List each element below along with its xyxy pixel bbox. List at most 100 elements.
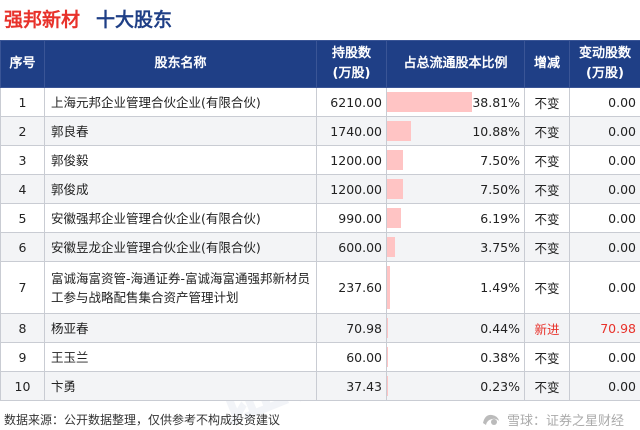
row-rank: 4 [0, 174, 45, 204]
row-rank: 2 [0, 116, 45, 146]
shareholder-name: 卞勇 [44, 371, 317, 401]
change-status: 不变 [524, 232, 570, 262]
changed-shares: 0.00 [569, 232, 640, 262]
ratio-text: 7.50% [480, 152, 520, 168]
ratio-text: 38.81% [472, 94, 520, 110]
table-row: 7 富诚海富资管-海通证券-富诚海富通强邦新材员工参与战略配售集合资产管理计划 23… [0, 261, 640, 314]
float-share-ratio: 6.19% [386, 203, 525, 233]
changed-shares: 0.00 [569, 145, 640, 175]
shares-held: 70.98 [316, 313, 387, 343]
float-share-ratio: 7.50% [386, 145, 525, 175]
float-share-ratio: 0.23% [386, 371, 525, 401]
brand: 雪球：证券之星财经 [481, 410, 636, 429]
change-status: 新进 [524, 313, 570, 343]
table-row: 8 杨亚春 70.98 0.44% 新进 70.98 [0, 313, 640, 343]
float-share-ratio: 1.49% [386, 261, 525, 314]
float-share-ratio: 0.44% [386, 313, 525, 343]
ratio-bar [387, 121, 411, 141]
changed-shares: 0.00 [569, 174, 640, 204]
table-row: 3 郭俊毅 1200.00 7.50% 不变 0.00 [0, 145, 640, 175]
ratio-bar [387, 208, 401, 228]
change-status: 不变 [524, 203, 570, 233]
ratio-text: 10.88% [472, 123, 520, 139]
float-share-ratio: 7.50% [386, 174, 525, 204]
ratio-bar [387, 266, 391, 309]
table-row: 4 郭俊成 1200.00 7.50% 不变 0.00 [0, 174, 640, 204]
float-share-ratio: 38.81% [386, 87, 525, 117]
shares-held: 60.00 [316, 342, 387, 372]
changed-shares: 0.00 [569, 203, 640, 233]
shares-held: 1200.00 [316, 145, 387, 175]
float-share-ratio: 3.75% [386, 232, 525, 262]
shareholder-name: 安徽昱龙企业管理合伙企业(有限合伙) [44, 232, 317, 262]
snowball-logo-icon [482, 414, 499, 425]
ratio-bar [387, 347, 388, 367]
shareholder-name: 富诚海富资管-海通证券-富诚海富通强邦新材员工参与战略配售集合资产管理计划 [44, 261, 317, 314]
ratio-text: 0.38% [480, 349, 520, 365]
row-rank: 5 [0, 203, 45, 233]
float-share-ratio: 10.88% [386, 116, 525, 146]
table-row: 10 卞勇 37.43 0.23% 不变 0.00 [0, 371, 640, 401]
change-status: 不变 [524, 116, 570, 146]
ratio-text: 0.23% [480, 378, 520, 394]
table-row: 2 郭良春 1740.00 10.88% 不变 0.00 [0, 116, 640, 146]
row-rank: 7 [0, 261, 45, 314]
table-row: 9 王玉兰 60.00 0.38% 不变 0.00 [0, 342, 640, 372]
changed-shares: 0.00 [569, 87, 640, 117]
ratio-text: 6.19% [480, 210, 520, 226]
data-source-note: 数据来源：公开数据整理，仅供参考不构成投资建议 [4, 412, 281, 427]
ratio-text: 3.75% [480, 239, 520, 255]
column-header-ratio: 占总流通股本比例 [386, 40, 525, 88]
ratio-text: 0.44% [480, 320, 520, 336]
change-status: 不变 [524, 174, 570, 204]
ratio-bar [387, 237, 396, 257]
change-status: 不变 [524, 145, 570, 175]
row-rank: 6 [0, 232, 45, 262]
company-name: 强邦新材 [4, 8, 81, 31]
row-rank: 1 [0, 87, 45, 117]
title-bar: 强邦新材 十大股东 [0, 0, 640, 36]
table-header-row: 序号 股东名称 持股数 (万股) 占总流通股本比例 增减 变动股数 (万股) [0, 40, 640, 88]
shares-held: 1200.00 [316, 174, 387, 204]
ratio-bar [387, 318, 388, 338]
ratio-text: 1.49% [480, 280, 520, 295]
change-status: 不变 [524, 371, 570, 401]
shareholder-name: 杨亚春 [44, 313, 317, 343]
column-header-name: 股东名称 [44, 40, 317, 88]
shares-held: 6210.00 [316, 87, 387, 117]
brand-text: 雪球：证券之星财经 [506, 413, 624, 429]
row-rank: 8 [0, 313, 45, 343]
shareholder-name: 郭俊毅 [44, 145, 317, 175]
shares-held: 600.00 [316, 232, 387, 262]
changed-shares: 0.00 [569, 261, 640, 314]
ratio-bar [387, 150, 404, 170]
table-row: 1 上海元邦企业管理合伙企业(有限合伙) 6210.00 38.81% 不变 0.00 [0, 87, 640, 117]
table-row: 5 安徽强邦企业管理合伙企业(有限合伙) 990.00 6.19% 不变 0.00 [0, 203, 640, 233]
footer: 数据来源：公开数据整理，仅供参考不构成投资建议 雪球：证券之星财经 [0, 408, 640, 430]
column-header-rank: 序号 [0, 40, 45, 88]
change-status: 不变 [524, 342, 570, 372]
ratio-bar [387, 92, 473, 112]
shareholder-name: 安徽强邦企业管理合伙企业(有限合伙) [44, 203, 317, 233]
column-header-delta: 变动股数 (万股) [569, 40, 640, 88]
shares-held: 990.00 [316, 203, 387, 233]
row-rank: 3 [0, 145, 45, 175]
ratio-bar [387, 376, 388, 396]
column-header-shares: 持股数 (万股) [316, 40, 387, 88]
shareholders-table: 序号 股东名称 持股数 (万股) 占总流通股本比例 增减 变动股数 (万股) 1 上海… [0, 40, 640, 401]
changed-shares: 0.00 [569, 116, 640, 146]
row-rank: 9 [0, 342, 45, 372]
change-status: 不变 [524, 261, 570, 314]
column-header-change: 增减 [524, 40, 570, 88]
shareholder-name: 王玉兰 [44, 342, 317, 372]
ratio-text: 7.50% [480, 181, 520, 197]
shares-held: 1740.00 [316, 116, 387, 146]
page-title: 十大股东 [96, 8, 173, 31]
shareholder-name: 郭良春 [44, 116, 317, 146]
change-status: 不变 [524, 87, 570, 117]
row-rank: 10 [0, 371, 45, 401]
table-row: 6 安徽昱龙企业管理合伙企业(有限合伙) 600.00 3.75% 不变 0.00 [0, 232, 640, 262]
shares-held: 237.60 [316, 261, 387, 314]
changed-shares: 0.00 [569, 342, 640, 372]
shareholder-name: 上海元邦企业管理合伙企业(有限合伙) [44, 87, 317, 117]
